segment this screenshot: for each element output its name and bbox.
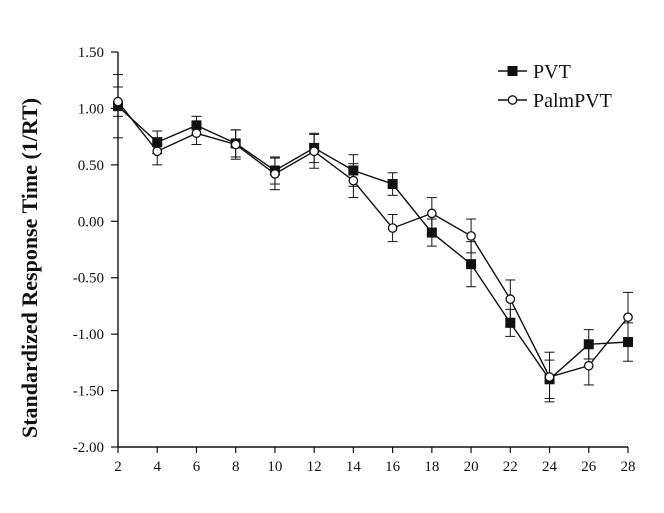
legend-label-pvt: PVT xyxy=(533,61,571,83)
point-palmpvt xyxy=(230,139,241,150)
legend-marker-palmpvt xyxy=(507,95,518,105)
y-tick-label: 0.50 xyxy=(78,158,104,174)
series-palmpvt xyxy=(113,86,633,403)
x-tick-label: 22 xyxy=(503,459,518,475)
point-palmpvt xyxy=(113,96,123,107)
x-tick-label: 12 xyxy=(307,459,322,475)
point-pvt xyxy=(426,227,437,238)
legend-marker-pvt xyxy=(507,66,518,76)
y-tick-label: -0.50 xyxy=(73,271,104,287)
point-pvt xyxy=(387,179,398,190)
point-palmpvt xyxy=(466,231,476,241)
x-tick-label: 26 xyxy=(581,459,597,475)
x-tick-label: 10 xyxy=(267,459,282,475)
x-tick-label: 6 xyxy=(193,459,201,475)
point-pvt xyxy=(505,317,516,328)
point-pvt xyxy=(583,339,594,350)
axes-layer: 1.501.000.500.00-0.50-1.00-1.50-2.002 4 6 8… xyxy=(73,45,636,475)
point-palmpvt xyxy=(505,294,516,305)
y-tick-label: 1.00 xyxy=(78,101,104,117)
point-pvt xyxy=(466,259,477,270)
point-palmpvt xyxy=(348,175,359,186)
point-palmpvt xyxy=(191,128,202,139)
x-tick-label: 14 xyxy=(346,459,362,475)
point-palmpvt xyxy=(426,208,437,219)
x-tick-label: 16 xyxy=(385,459,401,475)
series-pvt xyxy=(113,74,633,399)
y-tick-label: -1.50 xyxy=(73,384,104,400)
point-palmpvt xyxy=(270,169,280,179)
x-tick-label: 2 xyxy=(114,459,122,475)
y-tick-label: 1.50 xyxy=(78,45,104,61)
x-tick-label: 8 xyxy=(232,459,240,475)
legend: PVT PalmPVT xyxy=(498,61,612,112)
point-palmpvt xyxy=(387,223,398,233)
y-tick-label: 0.00 xyxy=(78,214,104,230)
y-tick-label: -2.00 xyxy=(73,440,104,456)
series-layer xyxy=(113,74,633,403)
point-palmpvt xyxy=(152,146,163,157)
x-tick-label: 4 xyxy=(153,459,161,475)
y-tick-label: -1.00 xyxy=(73,327,104,343)
x-tick-label: 20 xyxy=(464,459,479,475)
series-line-pvt xyxy=(117,105,629,381)
series-line-palmpvt xyxy=(117,101,629,378)
x-tick-label: 18 xyxy=(424,459,439,475)
point-palmpvt xyxy=(583,360,594,371)
x-tick-label: 28 xyxy=(621,459,636,475)
point-palmpvt xyxy=(309,146,320,157)
point-palmpvt xyxy=(544,372,555,382)
point-palmpvt xyxy=(623,312,633,323)
legend-label-palmpvt: PalmPVT xyxy=(533,90,612,112)
y-axis-title: Standardized Response Time (1/RT) xyxy=(17,98,42,438)
x-tick-label: 24 xyxy=(542,459,558,475)
